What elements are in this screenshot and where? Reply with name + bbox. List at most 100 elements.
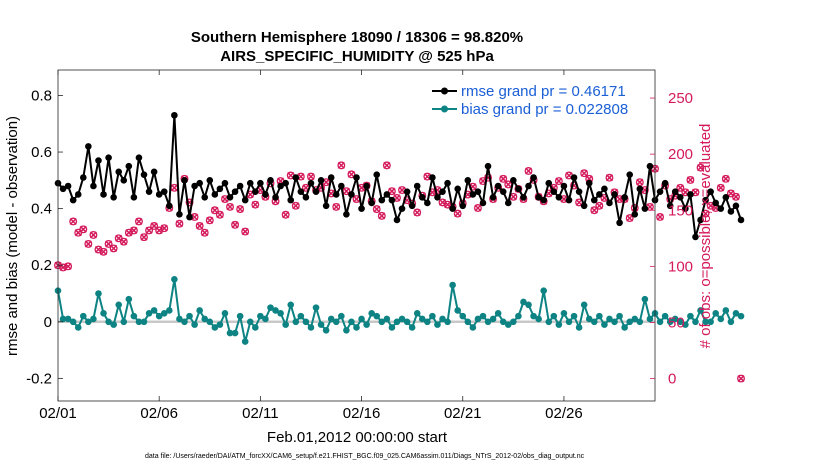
rmse-point — [100, 191, 107, 198]
obs-evaluated-point — [196, 222, 204, 230]
rmse-point — [565, 196, 573, 204]
obs-evaluated-stroke — [413, 208, 421, 217]
rmse-point — [418, 194, 426, 201]
obs-possible-point — [605, 173, 614, 182]
bias-point — [282, 321, 289, 328]
x-axis-label: Feb.01,2012 00:00:00 start — [267, 429, 448, 446]
bias-point — [454, 307, 461, 314]
rmse-point — [85, 143, 92, 150]
obs-evaluated-point — [413, 208, 421, 217]
obs-evaluated-stroke — [231, 221, 239, 229]
rmse-point — [353, 174, 360, 181]
x-axis: 02/01 02/06 02/11 02/16 02/21 02/26 — [39, 70, 583, 422]
obs-evaluated-stroke — [216, 211, 224, 219]
obs-evaluated-point — [110, 244, 118, 252]
rmse-point — [64, 182, 72, 190]
rmse-point — [732, 202, 740, 210]
legend-bias-marker — [441, 105, 448, 113]
obs-evaluated-point — [216, 211, 224, 219]
rmse-point — [611, 191, 618, 198]
obs-evaluated-point — [74, 229, 82, 237]
chart-subtitle: AIRS_SPECIFIC_HUMIDITY @ 525 hPa — [220, 48, 494, 65]
obs-evaluated-stroke — [454, 210, 462, 218]
rmse-point — [201, 194, 209, 201]
bias-point — [717, 315, 725, 323]
bias-point — [353, 324, 360, 331]
obs-possible-point — [554, 177, 563, 186]
rmse-point — [439, 188, 446, 195]
rmse-point — [216, 185, 224, 193]
obs-evaluated-stroke — [722, 175, 730, 183]
obs-evaluated-point — [69, 217, 77, 226]
obs-possible-point — [737, 374, 745, 383]
rmse-point — [535, 194, 542, 201]
rmse-point — [307, 179, 315, 187]
bias-point — [120, 318, 128, 326]
rmse-point — [241, 196, 249, 204]
obs-evaluated-point — [732, 193, 740, 201]
rmse-point — [530, 174, 537, 181]
obs-evaluated-stroke — [727, 189, 735, 197]
rmse-point — [575, 188, 583, 195]
bias-point — [317, 321, 325, 328]
rmse-point — [272, 194, 279, 201]
obs-possible-point — [89, 230, 98, 239]
bias-point — [489, 315, 497, 323]
obs-possible-point — [625, 214, 634, 223]
obs-possible-point — [281, 210, 290, 219]
bias-point — [110, 321, 117, 328]
bias-point — [606, 315, 613, 323]
rmse-point — [676, 194, 684, 201]
bias-point — [697, 307, 704, 314]
obs-evaluated-stroke — [125, 229, 133, 237]
plot-frame — [57, 69, 656, 402]
bias-point — [216, 321, 224, 328]
obs-evaluated-stroke — [322, 178, 330, 186]
obs-evaluated-stroke — [626, 214, 634, 222]
rmse-point — [484, 162, 492, 170]
rmse-point — [580, 202, 588, 210]
obs-evaluated-stroke — [140, 233, 148, 241]
bias-point — [348, 318, 355, 326]
rmse-point — [257, 179, 264, 187]
obs-evaluated-stroke — [251, 201, 259, 209]
bias-point — [621, 324, 628, 331]
rmse-point — [110, 194, 117, 201]
obs-evaluated-stroke — [509, 193, 517, 201]
rmse-point — [135, 154, 143, 162]
bias-point — [196, 307, 203, 314]
bias-point — [307, 324, 315, 331]
obs-evaluated-point — [79, 225, 87, 233]
obs-evaluated-point — [626, 214, 634, 222]
rmse-point — [692, 233, 699, 241]
bias-point — [671, 315, 679, 323]
obs-possible-point — [347, 170, 356, 179]
rmse-point — [74, 191, 82, 198]
bias-point — [59, 315, 67, 323]
bias-point — [221, 309, 229, 317]
rmse-point — [722, 194, 730, 201]
rmse-point — [429, 174, 436, 181]
rmse-point — [636, 185, 644, 193]
obs-evaluated-stroke — [575, 198, 583, 206]
obs-evaluated-stroke — [79, 225, 87, 233]
bias-point — [408, 324, 416, 331]
bias-point — [186, 312, 193, 320]
y-tick-label: 0.8 — [31, 87, 52, 104]
rmse-point — [120, 177, 128, 184]
obs-possible-point — [251, 200, 260, 209]
obs-evaluated-point — [282, 211, 290, 219]
obs-evaluated-point — [373, 205, 381, 213]
obs-possible-point — [291, 201, 300, 210]
obs-evaluated-point — [474, 204, 482, 212]
obs-evaluated-stroke — [388, 187, 396, 195]
obs-evaluated-stroke — [464, 191, 472, 199]
obs-evaluated-stroke — [737, 375, 745, 383]
obs-evaluated-stroke — [352, 195, 361, 203]
obs-evaluated-point — [378, 212, 386, 220]
obs-evaluated-point — [383, 161, 391, 169]
obs-evaluated-stroke — [282, 211, 290, 219]
rmse-point — [226, 194, 234, 201]
obs-evaluated-stroke — [155, 226, 163, 234]
obs-evaluated-stroke — [175, 220, 183, 228]
